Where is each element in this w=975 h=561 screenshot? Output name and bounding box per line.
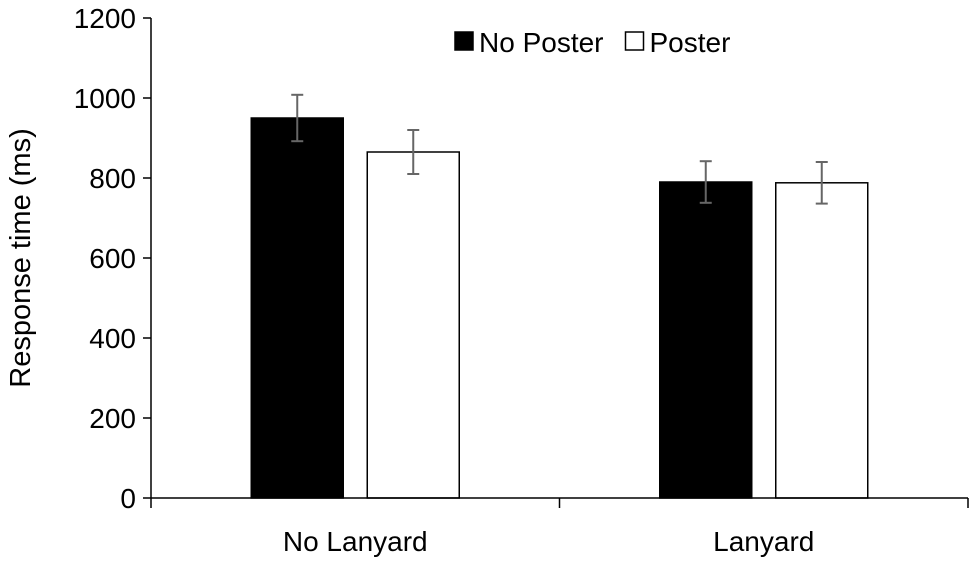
bar-poster-lanyard: [775, 182, 869, 499]
axes: [150, 18, 969, 508]
y-tick-label: 1200: [74, 3, 136, 34]
error-bar: [291, 93, 304, 143]
y-tick-label: 400: [89, 323, 136, 354]
bar-no-poster-no-lanyard: [250, 117, 344, 499]
bars: [250, 93, 869, 499]
error-bar: [699, 160, 712, 204]
legend-swatch: [454, 31, 474, 51]
legend: No Poster Poster: [454, 27, 731, 58]
x-category-label: Lanyard: [713, 526, 814, 557]
y-tick-label: 800: [89, 163, 136, 194]
y-tick-label: 1000: [74, 83, 136, 114]
y-tick-label: 200: [89, 403, 136, 434]
y-tick-label: 0: [120, 483, 136, 514]
legend-swatch: [624, 31, 645, 51]
y-axis-title: Response time (ms): [5, 128, 37, 387]
legend-label: No Poster: [479, 27, 604, 58]
legend-item: Poster: [624, 27, 731, 58]
y-axis-ticks: 0 200 400 600 800 1000 1200: [74, 3, 151, 514]
legend-item: No Poster: [454, 27, 604, 58]
x-category-label: No Lanyard: [283, 526, 428, 557]
error-bar: [407, 129, 420, 175]
bar-poster-no-lanyard: [366, 151, 460, 499]
legend-label: Poster: [650, 27, 731, 58]
y-tick-label: 600: [89, 243, 136, 274]
error-bar: [815, 161, 828, 205]
bar-no-poster-lanyard: [659, 181, 753, 499]
x-axis-labels: No Lanyard Lanyard: [283, 526, 814, 557]
